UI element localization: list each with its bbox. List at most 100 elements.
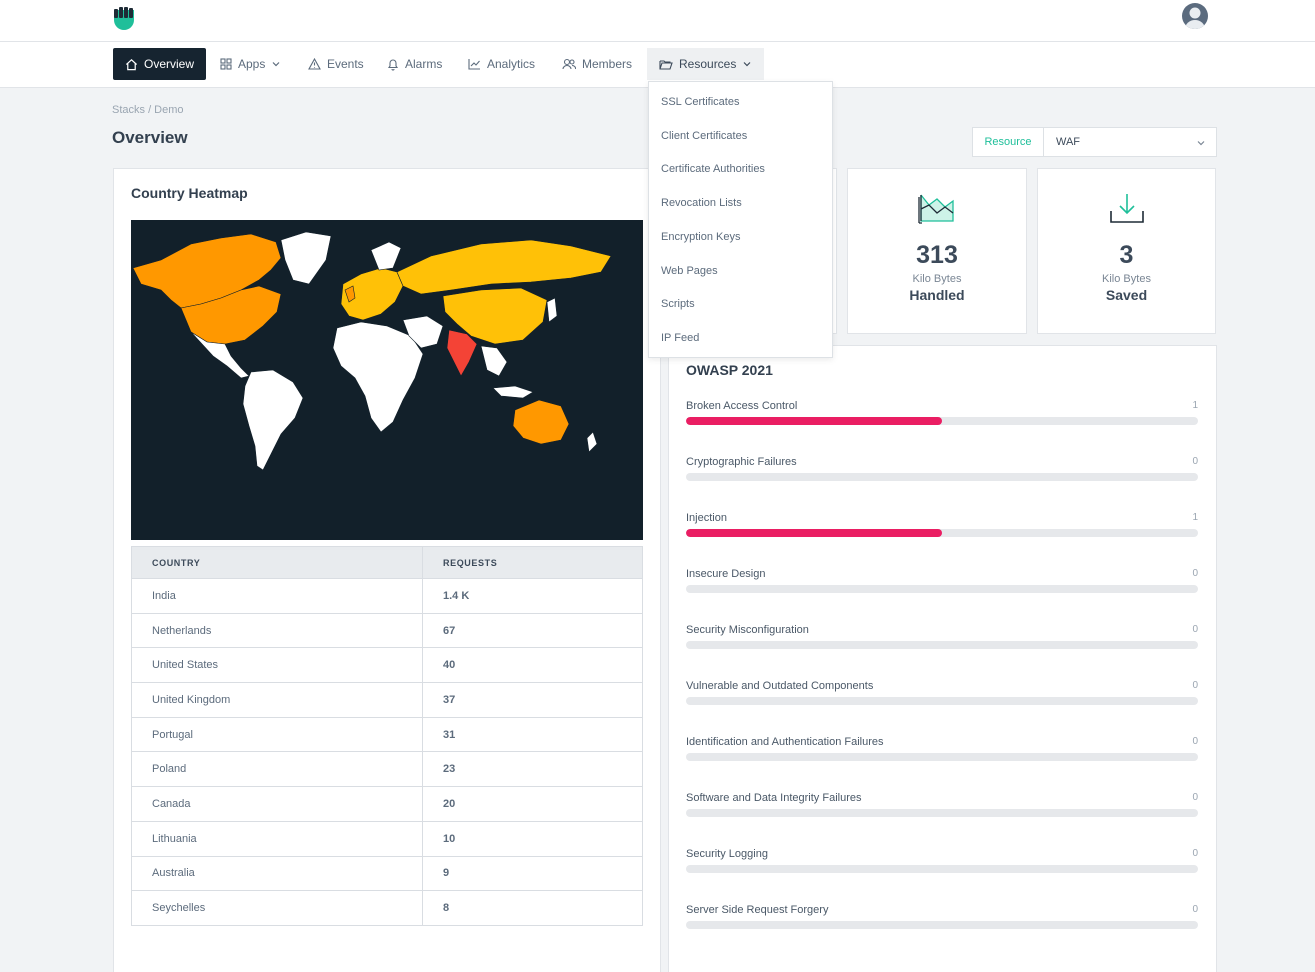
resources-menu-item[interactable]: SSL Certificates [661,96,740,108]
resources-menu-item[interactable]: IP Feed [661,331,700,344]
table-header: COUNTRY REQUESTS [132,547,642,578]
table-row: Lithuania 10 [132,820,642,856]
owasp-item: Identification and Authentication Failur… [686,736,1198,762]
nav-apps[interactable]: Apps [208,48,293,80]
user-avatar[interactable] [1182,3,1208,29]
owasp-item-count: 0 [1192,792,1198,803]
owasp-item-name: Software and Data Integrity Failures [686,792,862,804]
nav-events-label: Events [327,57,364,71]
owasp-item-name: Injection [686,512,727,524]
owasp-item-count: 0 [1192,904,1198,915]
table-row: Australia 9 [132,855,642,891]
map-region-china [442,287,548,345]
chevron-down-icon [1197,141,1205,146]
map-region-new-zealand [586,431,598,453]
owasp-progress-track [686,641,1198,649]
nav-analytics-label: Analytics [487,57,536,71]
owasp-item: Insecure Design 0 [686,568,1198,594]
owasp-item-name: Security Misconfiguration [686,624,809,636]
owasp-item-count: 1 [1192,512,1198,523]
top-bar [0,0,1315,42]
stat-card-handled: 313 Kilo Bytes Handled [847,168,1027,334]
owasp-item-name: Broken Access Control [686,400,798,412]
col-country[interactable]: COUNTRY [132,547,423,578]
stat-handled-unit: Kilo Bytes [912,273,962,285]
table-row: Netherlands 67 [132,612,642,648]
owasp-progress-fill [686,529,942,537]
owasp-progress-track [686,473,1198,481]
requests-cell: 9 [443,867,450,880]
main-nav: Overview Apps Events Alarms Analytics Me… [0,42,1315,88]
country-cell: India [132,579,423,613]
resource-select-label: Resource [973,128,1044,156]
folder-open-icon [659,59,673,70]
resource-select[interactable]: Resource WAF [972,127,1217,157]
resources-menu-item[interactable]: Revocation Lists [661,197,742,210]
warning-icon [308,58,321,70]
col-requests[interactable]: REQUESTS [443,557,498,568]
bell-icon [387,59,399,71]
owasp-card [668,345,1217,972]
resources-menu-item[interactable]: Web Pages [661,264,718,277]
fist-logo-icon[interactable] [112,6,136,32]
owasp-item-name: Cryptographic Failures [686,456,797,468]
resources-menu-item[interactable]: Certificate Authorities [661,163,765,176]
resource-select-value-text: WAF [1056,136,1081,148]
user-icon [1185,7,1205,29]
home-icon [125,58,138,70]
owasp-item-count: 1 [1192,400,1198,411]
stat-saved-unit: Kilo Bytes [1102,273,1151,285]
owasp-item-name: Identification and Authentication Failur… [686,736,884,748]
nav-resources-label: Resources [679,57,737,71]
breadcrumb[interactable]: Stacks / Demo [112,104,184,116]
stat-saved-value: 3 [1119,241,1134,269]
country-cell: Lithuania [132,821,423,856]
owasp-item-count: 0 [1192,736,1198,747]
owasp-progress-track [686,529,1198,537]
resources-menu-item[interactable]: Client Certificates [661,129,748,142]
owasp-item: Security Misconfiguration 0 [686,624,1198,650]
nav-alarms[interactable]: Alarms [375,48,454,80]
resources-dropdown-menu: SSL Certificates Client Certificates Certi… [648,81,833,358]
owasp-item-count: 0 [1192,624,1198,635]
map-region-russia [396,239,612,295]
map-region-indonesia [492,385,534,399]
table-row: India 1.4 K [132,578,642,613]
country-cell: Portugal [132,717,423,752]
map-region-scandinavia [370,241,402,271]
owasp-progress-track [686,585,1198,593]
nav-analytics[interactable]: Analytics [456,48,547,80]
requests-cell: 31 [443,728,456,741]
owasp-progress-track [686,753,1198,761]
world-heatmap[interactable] [131,220,643,540]
table-row: Canada 20 [132,786,642,821]
country-cell: Poland [132,752,423,787]
owasp-item-name: Insecure Design [686,568,766,580]
stat-saved-label: Saved [1105,287,1148,303]
chart-line-icon [468,59,480,70]
nav-events[interactable]: Events [296,48,376,80]
owasp-progress-track [686,865,1198,873]
requests-cell: 1.4 K [443,589,470,602]
owasp-item-count: 0 [1192,848,1198,859]
owasp-item-name: Security Logging [686,848,768,860]
nav-overview[interactable]: Overview [113,48,207,80]
owasp-item: Software and Data Integrity Failures 0 [686,792,1198,818]
owasp-progress-track [686,417,1198,425]
nav-resources[interactable]: Resources [647,48,764,80]
owasp-item: Injection 1 [686,512,1198,538]
map-region-south-america [242,369,304,471]
grid-icon [220,58,232,70]
nav-apps-label: Apps [238,57,266,71]
nav-members[interactable]: Members [550,48,644,80]
world-map-graphic [132,231,612,471]
heatmap-title: Country Heatmap [131,185,248,201]
resources-menu-item[interactable]: Encryption Keys [661,230,741,243]
users-icon [562,58,576,70]
owasp-title: OWASP 2021 [686,362,773,378]
country-cell: Netherlands [132,613,423,648]
resources-menu-item[interactable]: Scripts [661,298,695,311]
resource-select-value[interactable]: WAF [1044,128,1216,156]
map-region-japan [546,297,558,323]
map-region-middle-east [402,315,444,349]
